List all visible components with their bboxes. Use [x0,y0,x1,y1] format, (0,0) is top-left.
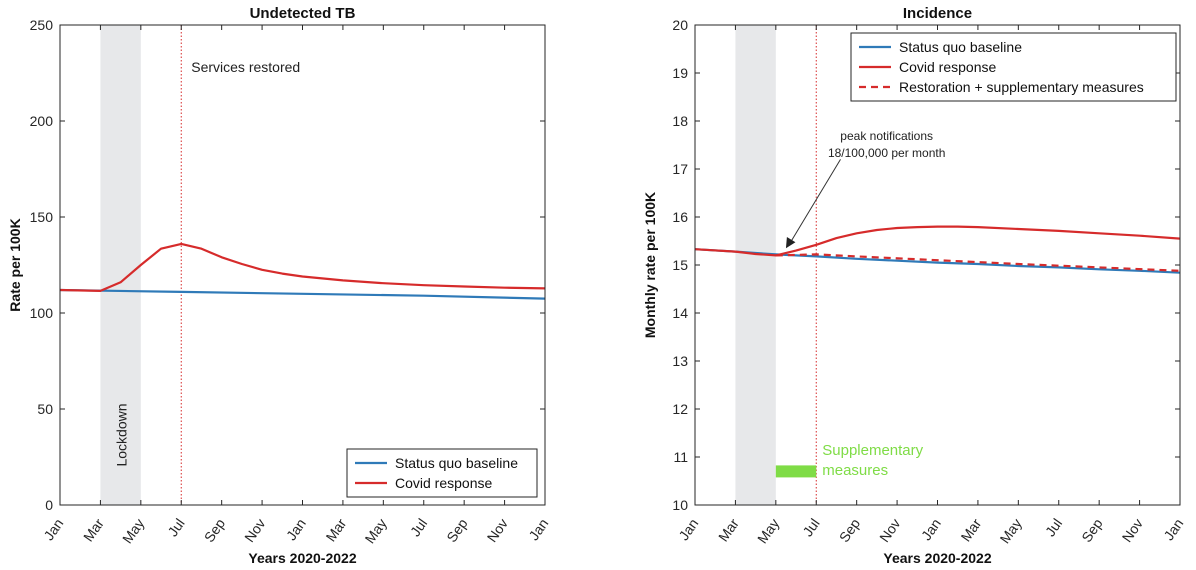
x-tick-label: May [997,516,1025,547]
x-tick-label: Jul [407,516,430,540]
series-status-quo-baseline [59,288,546,300]
x-tick-label: Jan [1160,516,1186,544]
y-tick-label: 10 [672,497,688,513]
x-tick-label: Sep [443,515,471,545]
x-tick-label: Jan [40,516,66,544]
x-tick-label: May [754,516,782,547]
chart-title: Incidence [903,5,972,22]
annotation-text: peak notifications [840,129,933,143]
legend-label: Covid response [899,59,996,75]
y-tick-label: 13 [672,353,688,369]
y-tick-label: 17 [672,161,688,177]
x-tick-label: Jul [799,516,822,540]
x-tick-label: Nov [1119,516,1146,546]
services-restored-label: Services restored [191,59,300,75]
y-tick-label: 0 [45,497,53,513]
supplementary-label: measures [822,462,888,479]
y-tick-label: 250 [30,17,54,33]
x-tick-label: Jul [1042,516,1065,540]
legend: Status quo baseline Covid response Restora… [850,32,1177,102]
series-covid-response [59,242,546,292]
x-tick-label: May [119,516,147,547]
x-tick-label: Nov [241,516,268,546]
y-tick-label: 150 [30,209,54,225]
x-tick-label: Jan [283,516,309,544]
x-tick-label: Mar [80,515,107,544]
legend-label: Status quo baseline [395,455,518,471]
legend: Status quo baseline Covid response [346,448,538,498]
x-tick-label: Mar [957,515,984,544]
x-tick-label: Nov [484,516,511,546]
series-restoration-supplementary-measures [775,253,1181,272]
chart-1: Lockdown Services restored 0 50 100 150 200 250… [7,5,551,566]
chart-2: Supplementary measures peak notifications 1… [642,5,1186,566]
lockdown-band [735,25,776,505]
legend-label: Restoration + supplementary measures [899,79,1144,95]
x-tick-label: Mar [322,515,349,544]
x-axis-label: Years 2020-2022 [248,550,356,566]
x-tick-label: Nov [876,516,903,546]
lockdown-band [100,25,141,505]
x-tick-label: Mar [715,515,742,544]
y-tick-label: 50 [37,401,53,417]
y-tick-label: 20 [672,17,688,33]
annotation-arrowhead [785,237,796,249]
y-axis-label: Rate per 100K [7,218,23,311]
annotation-arrow [789,159,841,244]
y-tick-label: 12 [672,401,688,417]
legend-label: Status quo baseline [899,39,1022,55]
x-tick-label: Jan [675,516,701,544]
lockdown-label: Lockdown [114,403,130,466]
x-tick-label: Jan [525,516,551,544]
y-tick-label: 11 [673,449,688,465]
supplementary-label: Supplementary [822,442,923,459]
y-tick-label: 16 [672,209,688,225]
y-tick-label: 100 [30,305,54,321]
y-tick-label: 18 [672,113,688,129]
y-axis-label: Monthly rate per 100K [642,192,658,338]
y-tick-label: 19 [672,65,688,81]
x-tick-label: May [362,516,390,547]
legend-box [346,448,538,498]
x-axis-label: Years 2020-2022 [883,550,991,566]
y-tick-label: 15 [672,257,688,273]
x-tick-label: Sep [836,515,864,545]
legend-box [850,32,1177,102]
x-tick-label: Sep [201,515,229,545]
legend-label: Covid response [395,475,492,491]
x-tick-label: Jul [164,516,187,540]
x-tick-label: Jan [918,516,944,544]
y-tick-label: 200 [30,113,54,129]
y-tick-label: 14 [672,305,688,321]
annotation-text: 18/100,000 per month [828,146,945,160]
x-tick-label: Sep [1078,515,1106,545]
chart-title: Undetected TB [250,5,356,22]
supplementary-bar [775,465,817,478]
